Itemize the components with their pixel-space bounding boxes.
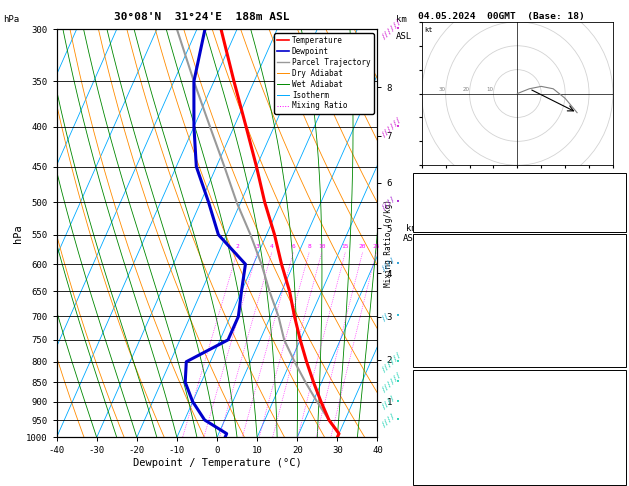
- Text: •: •: [396, 417, 400, 423]
- Text: © weatheronline.co.uk: © weatheronline.co.uk: [471, 472, 568, 481]
- Y-axis label: km
ASL: km ASL: [403, 224, 420, 243]
- Text: Most Unstable: Most Unstable: [487, 373, 552, 382]
- Text: 2: 2: [235, 244, 239, 249]
- Text: //////: //////: [381, 371, 403, 394]
- Text: 04.05.2024  00GMT  (Base: 18): 04.05.2024 00GMT (Base: 18): [418, 12, 585, 21]
- Text: -1: -1: [613, 175, 623, 185]
- Text: 6: 6: [291, 244, 295, 249]
- Text: Lifted Index: Lifted Index: [416, 311, 476, 320]
- Text: 318: 318: [608, 410, 623, 419]
- Text: CAPE (J): CAPE (J): [416, 447, 457, 456]
- Text: 2: 2: [618, 274, 623, 283]
- Text: CIN (J): CIN (J): [416, 465, 452, 474]
- Text: ////: ////: [381, 412, 397, 428]
- Text: 10: 10: [318, 244, 325, 249]
- Legend: Temperature, Dewpoint, Parcel Trajectory, Dry Adiabat, Wet Adiabat, Isotherm, Mi: Temperature, Dewpoint, Parcel Trajectory…: [274, 33, 374, 114]
- Text: 0: 0: [618, 330, 623, 339]
- Text: 0: 0: [618, 447, 623, 456]
- Text: Surface: Surface: [502, 237, 537, 246]
- Text: 30: 30: [438, 87, 446, 92]
- Text: CIN (J): CIN (J): [416, 348, 452, 357]
- Text: PW (cm): PW (cm): [416, 212, 452, 222]
- Text: //////: //////: [381, 18, 403, 40]
- Text: •: •: [396, 124, 400, 130]
- Text: Lifted Index: Lifted Index: [416, 428, 476, 437]
- Text: Dewp (°C): Dewp (°C): [416, 274, 462, 283]
- Text: //: //: [381, 312, 391, 322]
- Text: 15: 15: [342, 244, 349, 249]
- Text: Temp (°C): Temp (°C): [416, 256, 462, 265]
- Text: CAPE (J): CAPE (J): [416, 330, 457, 339]
- Text: ////: ////: [381, 194, 397, 210]
- X-axis label: Dewpoint / Temperature (°C): Dewpoint / Temperature (°C): [133, 458, 301, 468]
- Text: ASL: ASL: [396, 32, 413, 41]
- Text: 8: 8: [618, 428, 623, 437]
- Text: //////: //////: [381, 350, 403, 373]
- Text: 0: 0: [618, 465, 623, 474]
- Text: 25: 25: [372, 244, 380, 249]
- Text: km: km: [396, 15, 407, 24]
- Text: 20: 20: [462, 87, 470, 92]
- Text: 1.14: 1.14: [603, 212, 623, 222]
- Text: •: •: [396, 399, 400, 405]
- Text: 4: 4: [270, 244, 274, 249]
- Text: 3: 3: [255, 244, 259, 249]
- Text: kt: kt: [424, 27, 433, 33]
- Text: •: •: [396, 26, 400, 32]
- Text: θe (K): θe (K): [416, 410, 447, 419]
- Text: 10: 10: [486, 87, 494, 92]
- Text: //////: //////: [381, 116, 403, 138]
- Text: 0: 0: [618, 348, 623, 357]
- Text: •: •: [396, 379, 400, 385]
- Text: Totals Totals: Totals Totals: [416, 194, 481, 203]
- Text: •: •: [396, 313, 400, 319]
- Text: 8: 8: [618, 311, 623, 320]
- Text: •: •: [396, 359, 400, 364]
- Text: K: K: [416, 175, 421, 185]
- Text: Pressure (mb): Pressure (mb): [416, 391, 481, 400]
- Text: 8: 8: [307, 244, 311, 249]
- Text: ////: ////: [381, 394, 397, 410]
- Text: 20: 20: [359, 244, 366, 249]
- Text: Mixing Ratio (g/kg): Mixing Ratio (g/kg): [384, 199, 393, 287]
- Y-axis label: hPa: hPa: [13, 224, 23, 243]
- Text: 30°08'N  31°24'E  188m ASL: 30°08'N 31°24'E 188m ASL: [113, 12, 289, 22]
- Text: θe(K): θe(K): [416, 293, 442, 302]
- Text: •: •: [396, 199, 400, 206]
- Text: 989: 989: [608, 391, 623, 400]
- Text: 318: 318: [608, 293, 623, 302]
- Text: •: •: [396, 261, 400, 267]
- Text: 30: 30: [613, 256, 623, 265]
- Text: 36: 36: [613, 194, 623, 203]
- Text: hPa: hPa: [3, 15, 19, 24]
- Text: ////: ////: [381, 256, 397, 272]
